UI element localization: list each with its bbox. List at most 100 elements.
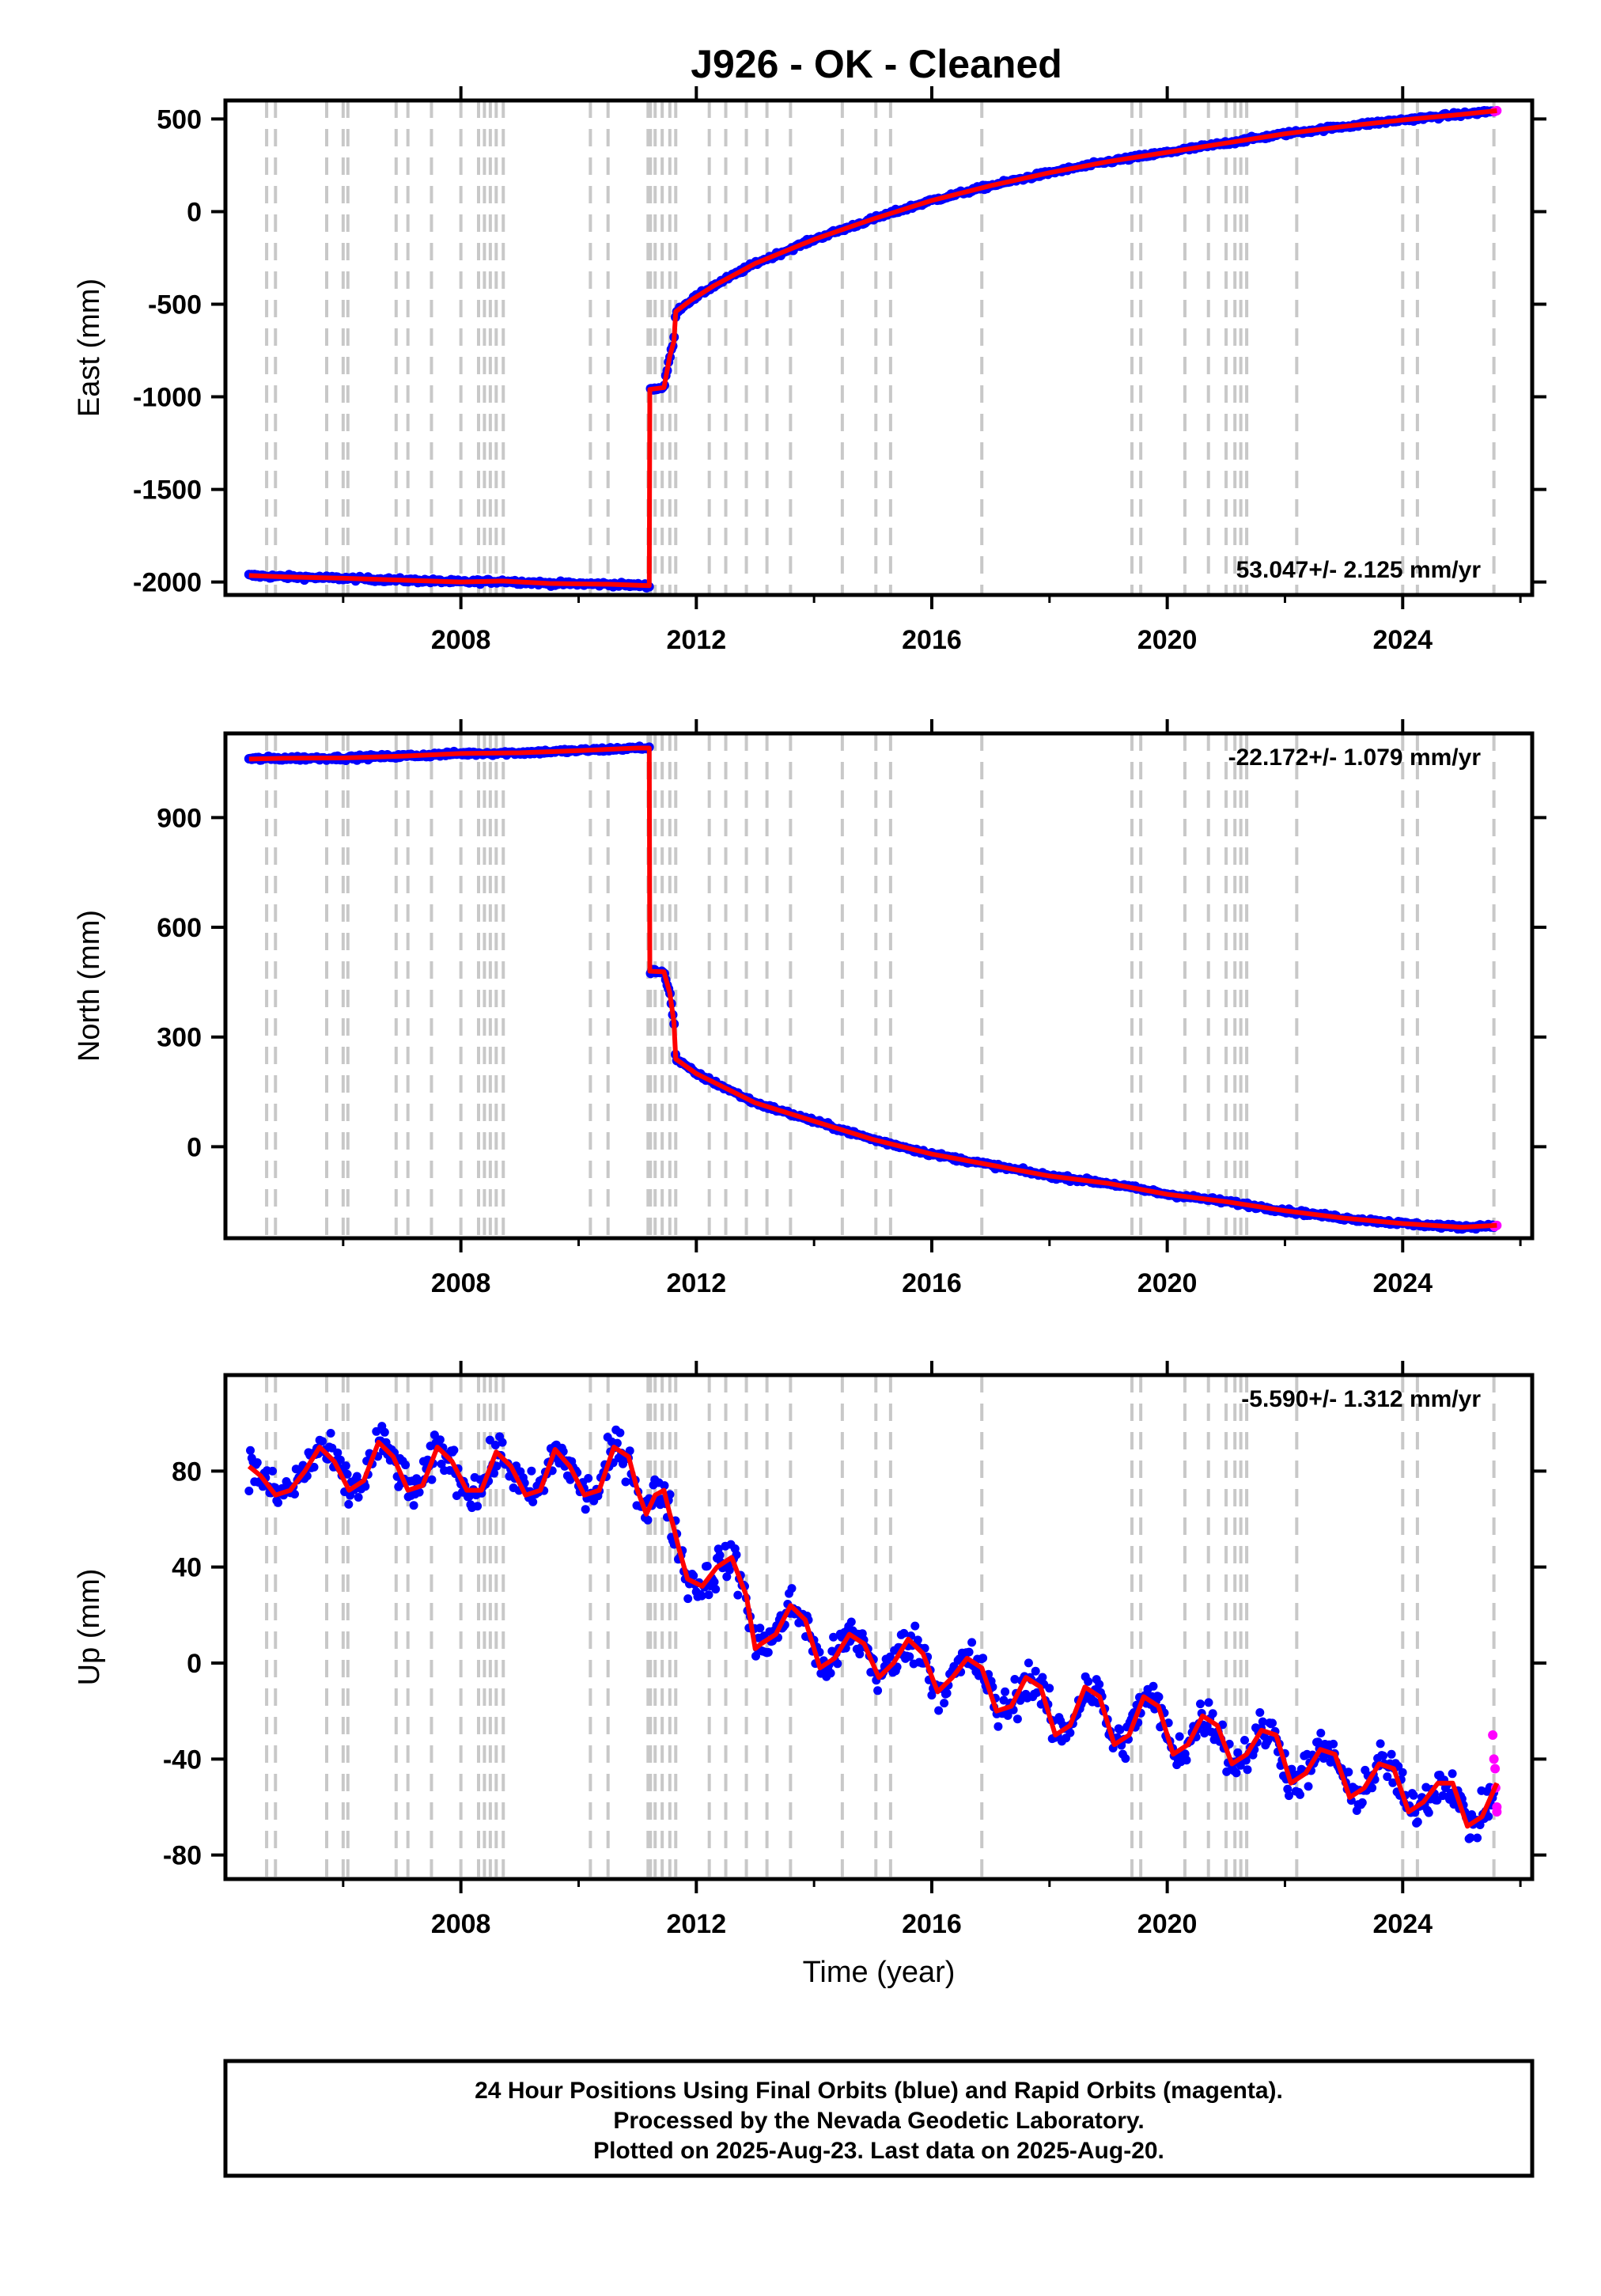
final-orbit-point [755,1623,765,1633]
final-orbit-point [855,1650,865,1659]
final-orbit-point [715,1551,725,1560]
final-orbit-point [1031,1666,1040,1676]
final-orbit-point [1448,1769,1457,1779]
final-orbit-point [940,1699,949,1708]
final-orbit-point [581,1505,590,1514]
final-orbit-point [625,1446,634,1456]
final-orbit-point [437,1459,446,1468]
final-orbit-point [722,1572,732,1582]
final-orbit-point [473,1502,483,1511]
final-orbit-point [1466,1833,1475,1843]
final-orbit-point [1357,1798,1367,1807]
final-orbit-point [710,1578,719,1586]
y-tick-label: 900 [157,803,202,833]
final-orbit-point [352,1472,361,1481]
final-orbit-point [1475,1821,1485,1829]
final-orbit-point [1283,1784,1293,1794]
final-orbit-point [1409,1790,1418,1800]
final-orbit-point [725,1565,734,1574]
east-panel: 500 0 -500 -1000 -1500 -2000 East (mm) 2008 2012… [73,86,1546,655]
final-orbit-point [1149,1681,1158,1691]
model-fit-line [248,745,1497,1230]
final-orbit-point [999,1695,1009,1705]
final-orbit-point [846,1617,856,1627]
rapid-orbit-point [1490,1764,1501,1774]
final-orbit-point [964,1647,974,1657]
final-orbit-point [1285,1791,1293,1801]
final-orbit-point [1263,1735,1273,1745]
final-orbit-point [1379,1751,1388,1760]
final-orbit-point [1398,1767,1407,1777]
final-orbit-point [1313,1737,1323,1747]
y-tick-label: 300 [157,1023,202,1053]
y-tick-label: -2000 [133,568,202,598]
final-orbit-point [318,1437,327,1446]
y-tick-label: -80 [163,1841,202,1871]
x-tick-label: 2016 [902,1268,962,1298]
final-orbit-point [913,1635,922,1645]
final-orbit-point [905,1652,914,1661]
final-orbit-point [268,1466,277,1476]
velocity-rate-label: -22.172+/- 1.079 mm/yr [1228,744,1482,771]
model-fit-line [247,1439,1500,1829]
final-orbit-point [829,1632,838,1642]
final-orbit-point [1012,1714,1022,1724]
footer-line-3: Plotted on 2025-Aug-23. Last data on 202… [593,2138,1164,2164]
x-axis: 2008 2012 2016 2020 2024 [342,1361,1522,1939]
final-orbit-point [1175,1732,1184,1741]
final-orbit-point [621,1477,630,1487]
footer-line-2: Processed by the Nevada Geodetic Laborat… [613,2108,1144,2134]
final-orbit-point [401,1461,411,1470]
final-orbit-point [1121,1754,1130,1764]
x-tick-label: 2016 [902,625,962,655]
velocity-rate-label: 53.047+/- 2.125 mm/yr [1236,557,1482,583]
north-panel: 900 600 300 0 North (mm) 2008 2012 2016 2020 2024… [73,719,1546,1298]
final-orbit-point [885,1652,895,1661]
x-tick-label: 2008 [431,1268,491,1298]
final-orbit-point [492,1461,501,1471]
x-axis: 2008 2012 2016 2020 2024 [342,719,1522,1298]
final-orbit-point [528,1497,538,1506]
final-orbit-point [1032,1688,1042,1697]
y-axis-label: North (mm) [73,910,106,1062]
final-orbit-point [826,1669,835,1678]
final-orbit-point [380,1427,389,1437]
y-tick-label: 40 [172,1553,202,1583]
final-orbit-point [934,1706,944,1715]
final-orbit-point [1115,1725,1125,1734]
final-orbit-point [427,1475,437,1484]
final-orbit-point [1344,1767,1353,1777]
final-orbit-point [1255,1708,1265,1717]
final-orbit-point [1001,1687,1010,1696]
final-orbit-point [414,1487,424,1497]
final-orbit-point [683,1594,693,1604]
rapid-orbit-point [1492,1807,1502,1817]
y-tick-label: 0 [187,197,202,227]
final-orbit-point [1003,1711,1012,1720]
x-tick-label: 2016 [902,1909,962,1939]
y-tick-label: 600 [157,913,202,943]
final-orbit-point [1208,1709,1217,1718]
x-tick-label: 2020 [1137,1268,1198,1298]
final-orbit-point [1065,1728,1075,1737]
final-orbit-point [697,1591,706,1601]
final-orbit-point [1376,1739,1385,1749]
final-orbit-point [942,1688,952,1698]
final-orbit-point [704,1590,713,1600]
final-orbit-point [343,1469,352,1479]
final-orbit-point [274,1498,282,1507]
final-orbit-point [873,1686,883,1695]
final-orbit-point [1368,1783,1377,1793]
final-orbit-point [702,1562,712,1570]
final-orbit-point [464,1492,474,1501]
final-orbit-point [490,1441,500,1449]
x-tick-label: 2012 [666,1268,726,1298]
x-tick-label: 2012 [666,1909,726,1939]
x-axis-label: Time (year) [803,1956,956,1989]
plot-frame [223,731,1535,1241]
final-orbit-point [733,1590,743,1600]
rapid-orbit-point [1488,1730,1498,1740]
final-orbit-point [1024,1658,1033,1668]
final-orbit-point [787,1584,797,1593]
